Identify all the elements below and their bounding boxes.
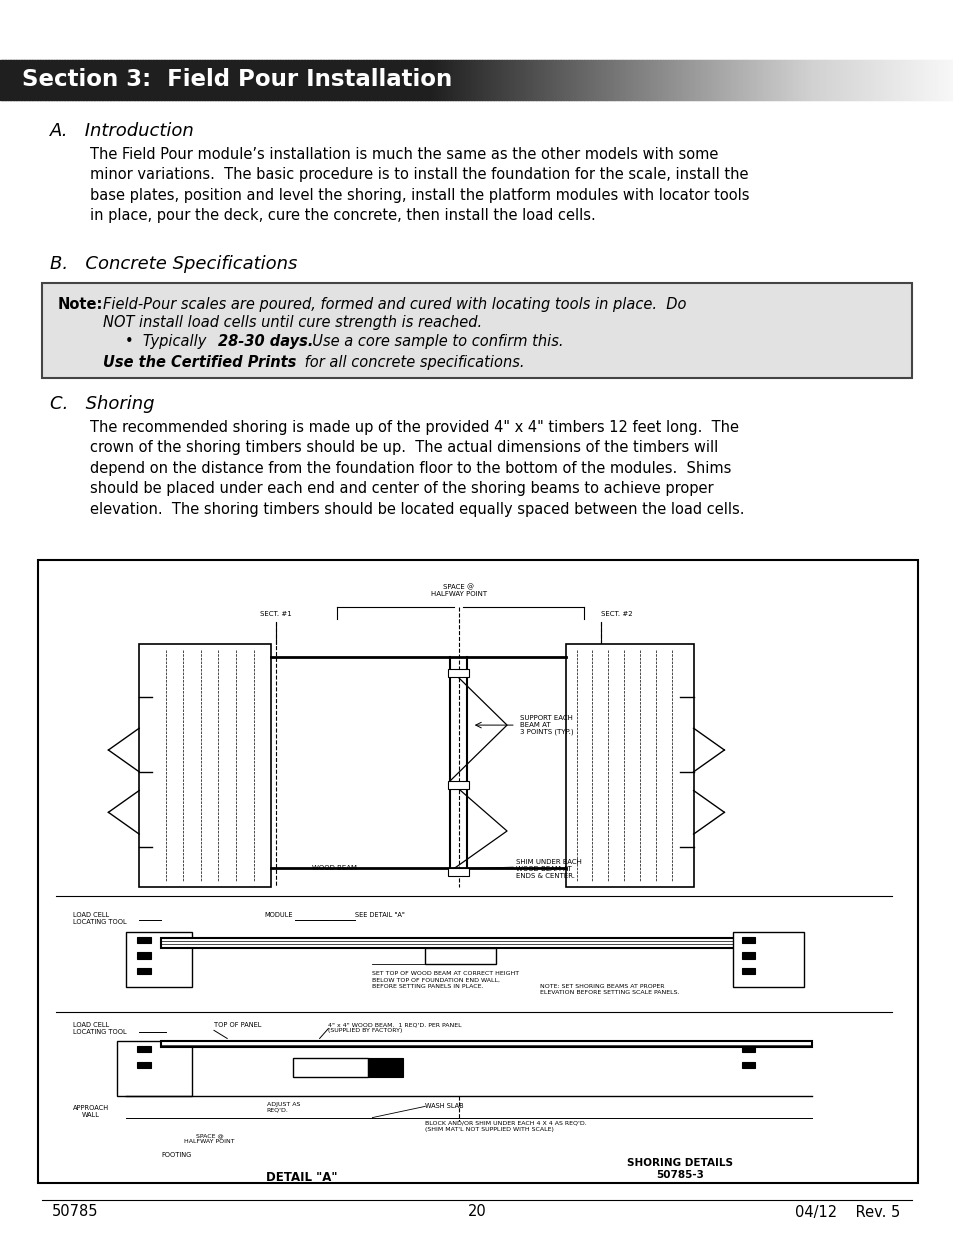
- Bar: [448, 868, 469, 876]
- Text: •  Typically: • Typically: [125, 333, 211, 350]
- Bar: [368, 1058, 403, 1077]
- Text: SUPPORT EACH
BEAM AT
3 POINTS (TYP.): SUPPORT EACH BEAM AT 3 POINTS (TYP.): [519, 715, 574, 735]
- Text: A.   Introduction: A. Introduction: [50, 122, 194, 140]
- Bar: [425, 947, 495, 963]
- Bar: [42, 283, 911, 378]
- Text: for all concrete specifications.: for all concrete specifications.: [299, 354, 524, 370]
- Bar: [448, 782, 469, 789]
- Text: The Field Pour module’s installation is much the same as the other models with s: The Field Pour module’s installation is …: [90, 147, 749, 224]
- Bar: [38, 559, 917, 1183]
- Bar: [137, 937, 151, 944]
- Text: BLOCK AND/OR SHIM UNDER EACH 4 X 4 AS REQ'D.
(SHIM MAT'L NOT SUPPLIED WITH SCALE: BLOCK AND/OR SHIM UNDER EACH 4 X 4 AS RE…: [425, 1120, 586, 1131]
- Text: SHORING DETAILS
50785-3: SHORING DETAILS 50785-3: [627, 1158, 733, 1181]
- Bar: [741, 1062, 755, 1068]
- Bar: [161, 1041, 812, 1047]
- Text: NOT install load cells until cure strength is reached.: NOT install load cells until cure streng…: [103, 315, 481, 330]
- Bar: [293, 1058, 368, 1077]
- Bar: [741, 968, 755, 974]
- Text: SHIM UNDER EACH
WOOD BEAM AT
ENDS & CENTER.: SHIM UNDER EACH WOOD BEAM AT ENDS & CENT…: [516, 860, 581, 879]
- Text: WOOD BEAM: WOOD BEAM: [313, 866, 357, 872]
- Text: NOTE: SET SHORING BEAMS AT PROPER
ELEVATION BEFORE SETTING SCALE PANELS.: NOTE: SET SHORING BEAMS AT PROPER ELEVAT…: [539, 983, 679, 995]
- Text: SPACE @
HALFWAY POINT: SPACE @ HALFWAY POINT: [184, 1134, 234, 1144]
- Bar: [137, 1062, 151, 1068]
- Bar: [137, 968, 151, 974]
- Text: B.   Concrete Specifications: B. Concrete Specifications: [50, 254, 297, 273]
- Bar: [126, 932, 192, 987]
- Text: LOAD CELL
LOCATING TOOL: LOAD CELL LOCATING TOOL: [73, 1023, 127, 1035]
- Text: SECT. #1: SECT. #1: [259, 611, 292, 618]
- Text: C.   Shoring: C. Shoring: [50, 395, 154, 412]
- Text: DETAIL "A": DETAIL "A": [266, 1171, 337, 1183]
- Text: SET TOP OF WOOD BEAM AT CORRECT HEIGHT
BELOW TOP OF FOUNDATION END WALL,
BEFORE : SET TOP OF WOOD BEAM AT CORRECT HEIGHT B…: [372, 971, 519, 988]
- Text: Field-Pour scales are poured, formed and cured with locating tools in place.  Do: Field-Pour scales are poured, formed and…: [103, 296, 686, 312]
- Text: TOP OF PANEL: TOP OF PANEL: [213, 1023, 261, 1029]
- Text: APPROACH
WALL: APPROACH WALL: [72, 1105, 109, 1118]
- Text: ADJUST AS
REQ'D.: ADJUST AS REQ'D.: [267, 1102, 300, 1113]
- Text: 04/12    Rev. 5: 04/12 Rev. 5: [794, 1204, 899, 1219]
- Bar: [137, 952, 151, 958]
- Text: The recommended shoring is made up of the provided 4" x 4" timbers 12 feet long.: The recommended shoring is made up of th…: [90, 420, 743, 516]
- Text: 50785: 50785: [52, 1204, 98, 1219]
- Text: LOAD CELL
LOCATING TOOL: LOAD CELL LOCATING TOOL: [73, 911, 127, 925]
- Text: Section 3:  Field Pour Installation: Section 3: Field Pour Installation: [22, 68, 452, 91]
- Text: SPACE @
HALFWAY POINT: SPACE @ HALFWAY POINT: [430, 584, 486, 598]
- Bar: [137, 1046, 151, 1052]
- Text: WASH SLAB: WASH SLAB: [425, 1103, 463, 1109]
- Text: Note:: Note:: [58, 296, 103, 312]
- Text: Use the Certified Prints: Use the Certified Prints: [103, 354, 296, 370]
- Bar: [117, 1041, 192, 1095]
- Text: SEE DETAIL "A": SEE DETAIL "A": [355, 911, 404, 918]
- Text: SECT. #2: SECT. #2: [600, 611, 632, 618]
- Bar: [565, 645, 693, 887]
- Bar: [741, 937, 755, 944]
- Bar: [448, 669, 469, 677]
- Text: 4" x 4" WOOD BEAM.  1 REQ'D. PER PANEL
(SUPPLIED BY FACTORY): 4" x 4" WOOD BEAM. 1 REQ'D. PER PANEL (S…: [328, 1023, 461, 1032]
- Bar: [741, 1046, 755, 1052]
- Bar: [161, 939, 794, 947]
- Bar: [733, 932, 802, 987]
- Bar: [741, 952, 755, 958]
- Text: MODULE: MODULE: [264, 911, 293, 918]
- Text: 20: 20: [467, 1204, 486, 1219]
- Text: FOOTING: FOOTING: [161, 1152, 192, 1158]
- Text: 28-30 days.: 28-30 days.: [218, 333, 313, 350]
- Text: Use a core sample to confirm this.: Use a core sample to confirm this.: [303, 333, 563, 350]
- Bar: [139, 645, 271, 887]
